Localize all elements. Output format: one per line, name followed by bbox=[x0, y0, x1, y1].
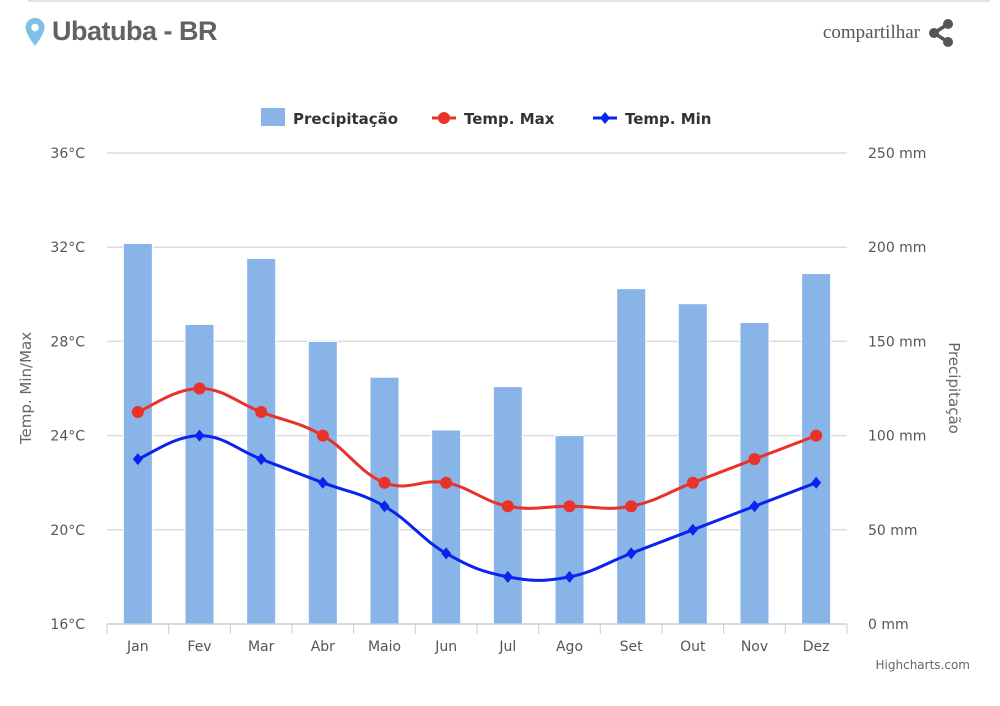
legend-label: Precipitação bbox=[293, 110, 398, 128]
temp-max-point bbox=[193, 382, 206, 395]
x-tick-label: Dez bbox=[803, 639, 830, 655]
x-tick-label: Out bbox=[680, 639, 706, 655]
left-tick-label: 32°C bbox=[50, 240, 85, 256]
temp-max-point bbox=[316, 429, 329, 442]
temp-max-point bbox=[625, 500, 638, 513]
x-tick-label: Fev bbox=[187, 639, 211, 655]
legend-label: Temp. Max bbox=[464, 110, 555, 128]
x-tick-label: Abr bbox=[311, 639, 335, 655]
right-tick-label: 100 mm bbox=[868, 429, 926, 445]
temp-max-line bbox=[137, 386, 817, 510]
legend-item[interactable]: Temp. Max bbox=[432, 110, 555, 128]
legend-marker bbox=[600, 112, 610, 124]
share-icon bbox=[929, 19, 953, 47]
temp-max-point bbox=[255, 406, 268, 419]
temp-min-point bbox=[379, 500, 390, 513]
x-tick-label: Mar bbox=[248, 639, 275, 655]
temp-max-point bbox=[563, 500, 576, 513]
temp-max-point bbox=[748, 453, 761, 466]
temp-min-point bbox=[502, 570, 513, 583]
temp-min-point bbox=[194, 429, 205, 442]
temp-min-point bbox=[749, 500, 760, 513]
precip-bar bbox=[246, 258, 277, 625]
left-tick-label: 24°C bbox=[50, 429, 85, 445]
temp-min-point bbox=[564, 570, 575, 583]
precip-bar bbox=[122, 242, 153, 625]
legend-bar-symbol bbox=[261, 108, 285, 126]
legend-label: Temp. Min bbox=[625, 110, 711, 128]
share-label: compartilhar bbox=[822, 22, 920, 43]
x-tick-label: Nov bbox=[741, 639, 768, 655]
x-tick-label: Jun bbox=[434, 639, 457, 655]
precip-bar bbox=[184, 323, 215, 625]
precip-bar bbox=[616, 288, 647, 625]
city-title: Ubatuba - BR bbox=[52, 16, 218, 46]
right-axis-title: Precipitação bbox=[945, 342, 963, 434]
left-tick-label: 20°C bbox=[50, 523, 85, 539]
top-divider bbox=[28, 0, 990, 2]
precip-bar bbox=[739, 322, 770, 625]
temp-max-point bbox=[131, 406, 144, 419]
legend-item[interactable]: Precipitação bbox=[261, 108, 398, 128]
temp-max-point bbox=[440, 476, 453, 489]
x-tick-label: Ago bbox=[556, 639, 583, 655]
temp-max-point bbox=[378, 476, 391, 489]
legend[interactable]: Precipitação Temp. Max Temp. Min bbox=[261, 108, 711, 128]
temp-max-point bbox=[810, 429, 823, 442]
right-tick-label: 0 mm bbox=[868, 617, 909, 633]
precip-bar bbox=[554, 435, 585, 625]
x-tick-label: Set bbox=[620, 639, 644, 655]
temp-min-point bbox=[811, 476, 822, 489]
left-tick-label: 28°C bbox=[50, 334, 85, 350]
temp-min-point bbox=[132, 453, 143, 466]
right-tick-label: 250 mm bbox=[868, 146, 926, 162]
temp-min-point bbox=[441, 547, 452, 560]
temp-min-point bbox=[256, 453, 267, 466]
map-pin-icon bbox=[25, 17, 45, 46]
precip-bar bbox=[677, 303, 708, 625]
highcharts-credit[interactable]: Highcharts.com bbox=[876, 658, 970, 672]
share-button[interactable]: compartilhar bbox=[823, 18, 956, 48]
page-title: Ubatuba - BR bbox=[24, 16, 218, 47]
temp-min-point bbox=[317, 476, 328, 489]
right-tick-label: 200 mm bbox=[868, 240, 926, 256]
left-axis-title: Temp. Min/Max bbox=[17, 332, 35, 445]
x-tick-label: Maio bbox=[368, 639, 401, 655]
legend-item[interactable]: Temp. Min bbox=[593, 110, 711, 128]
temp-min-point bbox=[687, 523, 698, 536]
precip-bar bbox=[801, 273, 832, 625]
right-tick-label: 150 mm bbox=[868, 334, 926, 350]
temp-max-point bbox=[501, 500, 514, 513]
precip-bar bbox=[431, 429, 462, 625]
x-tick-label: Jul bbox=[498, 639, 516, 655]
right-tick-label: 50 mm bbox=[868, 523, 918, 539]
x-tick-label: Jan bbox=[126, 639, 149, 655]
temp-max-point bbox=[686, 476, 699, 489]
legend-marker bbox=[438, 112, 450, 124]
temp-min-line bbox=[137, 434, 817, 582]
left-tick-label: 36°C bbox=[50, 146, 85, 162]
temp-min-point bbox=[626, 547, 637, 560]
left-tick-label: 16°C bbox=[50, 617, 85, 633]
